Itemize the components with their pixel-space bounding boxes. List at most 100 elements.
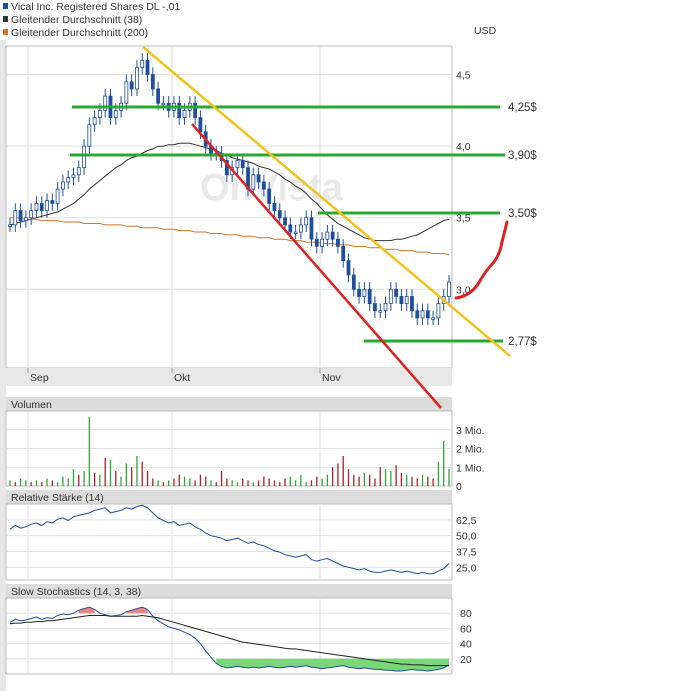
rsi-y-tick-label: 62,5 <box>456 515 477 527</box>
level-label: 4,25$ <box>508 102 537 114</box>
candle-body <box>18 210 23 221</box>
rsi-series-line <box>9 504 450 575</box>
candle-body <box>92 117 97 126</box>
candle-body <box>198 117 203 133</box>
stoch-y-tick-label: 80 <box>460 608 472 620</box>
candle-body <box>161 102 166 106</box>
candle-body <box>193 102 198 118</box>
candle-body <box>283 217 287 226</box>
candle-body <box>367 288 372 304</box>
candle-body <box>45 200 49 211</box>
candle-body <box>362 288 367 297</box>
volume-y-tick-label: 0 <box>456 481 462 493</box>
level-label: 3,90$ <box>508 150 537 162</box>
legend-swatch-ma38 <box>3 16 8 22</box>
candle-body <box>129 81 134 90</box>
candle-body <box>251 174 256 190</box>
candle-body <box>29 210 34 219</box>
volume-title: Volumen <box>11 399 52 411</box>
x-axis-ticks: Sep Okt Nov <box>27 368 341 384</box>
price-y-tick-label: 4,0 <box>456 141 471 153</box>
ma200-line <box>10 217 450 256</box>
candle-body <box>394 288 399 297</box>
candle-body <box>378 310 383 313</box>
candle-body <box>309 217 314 240</box>
candle-body <box>60 181 65 190</box>
candle-body <box>76 167 81 176</box>
legend-swatch-ma200 <box>3 29 8 35</box>
candle-body <box>272 203 277 211</box>
candle-body <box>103 95 108 111</box>
rsi-y-tick-label: 50,0 <box>456 531 477 543</box>
rsi-y-ticks: 62,5 50,0 37,5 25,0 <box>456 515 477 575</box>
x-tick-label: Sep <box>30 372 49 384</box>
stoch-d-line <box>9 614 449 667</box>
stoch-y-tick-label: 60 <box>460 623 472 635</box>
candle-body <box>299 224 303 233</box>
volume-y-tick-label: 3 Mio. <box>456 425 485 437</box>
candle-body <box>373 303 377 312</box>
candle-body <box>235 160 240 169</box>
x-tick-label: Okt <box>174 372 190 384</box>
candle-body <box>124 81 129 104</box>
price-plot-area <box>5 45 453 369</box>
volume-grid <box>6 411 452 486</box>
price-y-tick-label: 3,5 <box>456 213 471 225</box>
candle-body <box>55 188 60 204</box>
stoch-k-line <box>9 606 450 672</box>
watermark-text: OnVista <box>200 167 344 209</box>
rsi-grid <box>6 504 452 580</box>
annotation-layer: 4,25$ 3,90$ 3,50$ 2,77$ <box>70 46 537 409</box>
candle-body <box>267 188 272 204</box>
candle-body <box>410 296 414 312</box>
candle-body <box>383 303 388 312</box>
candle-body <box>404 296 409 305</box>
stoch-lines <box>9 606 450 672</box>
candles <box>8 53 451 326</box>
level-label: 2,77$ <box>508 336 537 348</box>
candle-body <box>240 160 245 169</box>
candle-body <box>336 238 340 247</box>
x-tick-label: Nov <box>322 372 341 384</box>
left-margin <box>0 40 6 691</box>
stoch-overbought-fill <box>78 607 95 614</box>
candle-body <box>346 260 351 276</box>
candle-body <box>145 59 150 76</box>
candle-body <box>34 203 39 211</box>
rsi-y-tick-label: 37,5 <box>456 547 477 559</box>
legend-swatch-price <box>3 3 8 9</box>
level-label: 3,50$ <box>508 208 537 220</box>
candle-body <box>293 231 298 234</box>
legend-label-ma38: Gleitender Durchschnitt (38) <box>11 14 142 26</box>
candle-body <box>341 245 346 262</box>
candle-body <box>277 210 282 219</box>
projected-rebound-scribble <box>454 220 509 300</box>
candle-body <box>314 238 319 247</box>
rsi-panel: Relative Stärke (14) 62,5 50,0 37,5 25,0 <box>5 490 477 581</box>
right-axis-area <box>452 40 500 691</box>
candle-body <box>182 110 187 118</box>
candle-body <box>431 317 436 320</box>
candle-body <box>436 303 441 319</box>
rsi-title: Relative Stärke (14) <box>11 492 104 504</box>
stoch-y-tick-label: 40 <box>460 639 472 651</box>
legend-label-price: Vical Inc. Registered Shares DL -,01 <box>11 1 180 13</box>
candle-body <box>256 174 261 183</box>
rsi-line <box>9 504 450 575</box>
price-grid <box>6 46 452 368</box>
candle-body <box>50 200 55 204</box>
stoch-y-ticks: 80 60 40 20 <box>460 608 472 666</box>
volume-bars <box>9 416 450 486</box>
legend: Vical Inc. Registered Shares DL -,01 Gle… <box>3 1 180 39</box>
candle-body <box>224 160 229 176</box>
candle-body <box>330 231 335 240</box>
rsi-header <box>6 490 452 504</box>
volume-y-tick-label: 1 Mio. <box>456 462 485 474</box>
stoch-overbought-fill <box>126 607 148 614</box>
candle-body <box>325 231 330 240</box>
stoch-title: Slow Stochastics (14, 3, 38) <box>11 586 141 598</box>
stoch-fill <box>78 607 449 671</box>
candle-body <box>23 217 28 221</box>
price-panel: OnVista 4,54,03,53,0 <box>5 45 471 369</box>
